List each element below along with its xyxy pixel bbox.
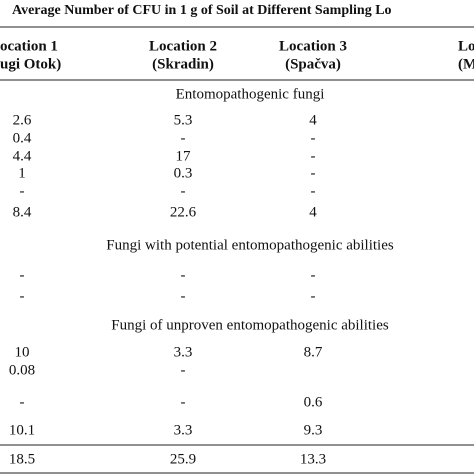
- section-heading: Fungi with potential entomopathogenic ab…: [106, 237, 394, 253]
- column-header: Lo: [458, 38, 474, 54]
- cell: -: [311, 148, 316, 164]
- cell: -: [20, 267, 25, 283]
- cell: -: [181, 130, 186, 146]
- section-heading: Fungi of unproven entomopathogenic abili…: [111, 317, 389, 333]
- cell: -: [311, 165, 316, 181]
- column-header: Location 3: [279, 38, 347, 54]
- cell: 4: [309, 204, 317, 220]
- column-header: (Skradin): [152, 56, 214, 72]
- column-header: Location 2: [149, 38, 217, 54]
- cell: 2.6: [13, 112, 32, 128]
- total-cell: 18.5: [9, 451, 35, 467]
- cell: 8.7: [304, 344, 323, 360]
- cell: -: [181, 183, 186, 199]
- cell: -: [311, 288, 316, 304]
- total-cell: 25.9: [170, 451, 196, 467]
- cell: 4.4: [13, 148, 32, 164]
- cell: 0.4: [13, 130, 32, 146]
- column-header: ugi Otok): [0, 56, 61, 72]
- column-header: (M: [458, 56, 474, 72]
- cell: -: [20, 288, 25, 304]
- cell: 22.6: [170, 204, 197, 220]
- section-heading: Entomopathogenic fungi: [176, 86, 325, 102]
- cell: -: [311, 130, 316, 146]
- cell: -: [311, 183, 316, 199]
- cell: 8.4: [13, 204, 32, 220]
- cell: 10.1: [9, 422, 35, 438]
- cell: 5.3: [174, 112, 193, 128]
- cell: -: [181, 362, 186, 378]
- cell: -: [20, 183, 25, 199]
- cell: 1: [18, 165, 26, 181]
- cell: 0.08: [9, 362, 35, 378]
- column-header: (Spačva): [285, 56, 341, 72]
- cell: -: [20, 394, 25, 410]
- total-cell: 13.3: [300, 451, 326, 467]
- cell: 0.3: [174, 165, 193, 181]
- cell: 4: [309, 112, 317, 128]
- cell: 10: [15, 344, 30, 360]
- cell: 9.3: [304, 422, 323, 438]
- table-title: Average Number of CFU in 1 g of Soil at …: [12, 3, 392, 18]
- cell: -: [181, 267, 186, 283]
- cell: 3.3: [174, 422, 193, 438]
- cell: 17: [176, 148, 192, 164]
- cell: -: [181, 288, 186, 304]
- cell: -: [311, 267, 316, 283]
- cell: 3.3: [174, 344, 193, 360]
- cell: -: [181, 394, 186, 410]
- cell: 0.6: [304, 394, 323, 410]
- column-header: ocation 1: [0, 38, 58, 54]
